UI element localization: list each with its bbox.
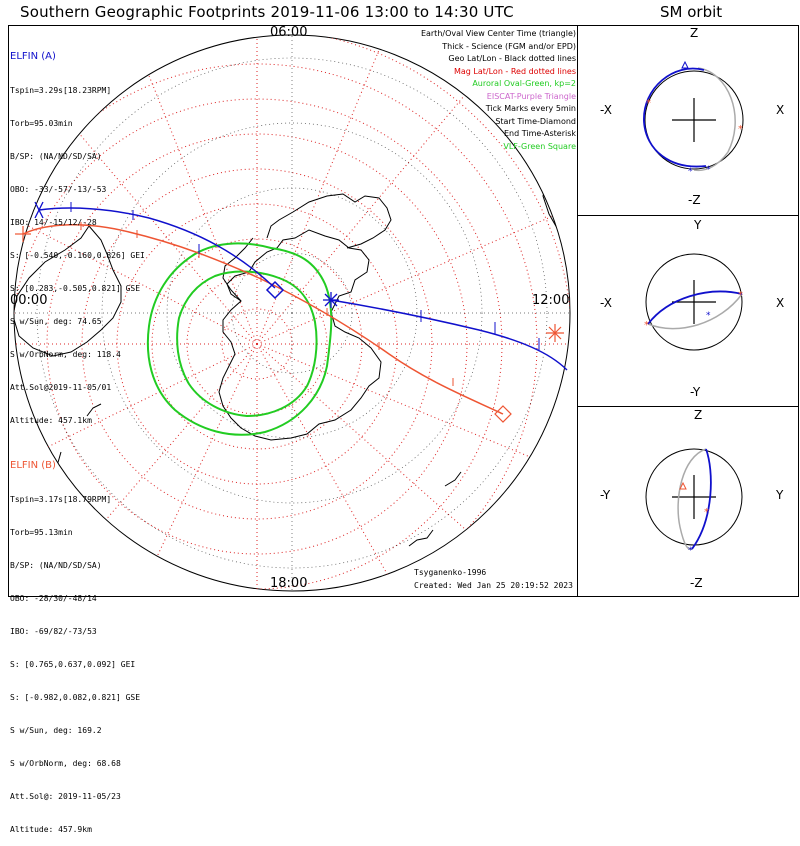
footer: Tsyganenko-1996 Created: Wed Jan 25 20:1… — [414, 566, 573, 592]
elfin-b-asterisk-right — [546, 324, 564, 342]
sm1-axis-bottom: -Z — [688, 193, 701, 207]
legend-item: EISCAT-Purple Triangle — [486, 91, 576, 101]
svg-text:*: * — [688, 546, 693, 556]
legend-item: End Time-Asterisk — [503, 129, 576, 138]
footprint-map — [13, 34, 571, 592]
elfin-b-line: S w/Sun, deg: 169.2 — [10, 726, 102, 735]
svg-text:*: * — [688, 167, 693, 177]
sm-panel-xy: * * * — [644, 253, 743, 351]
south-america-coastline — [266, 193, 392, 249]
antarctica-coastline — [218, 229, 382, 441]
sm2-axis-right: X — [776, 296, 785, 310]
svg-text:*: * — [646, 98, 651, 109]
sm-panel-yz-frame — [577, 406, 799, 597]
sm1-axis-top: Z — [690, 26, 699, 40]
sm-orbit-blue — [647, 290, 743, 325]
elfin-a-line: Att.Sol@2019-11-05/01 — [10, 383, 112, 392]
sm3-axis-top: Z — [694, 408, 703, 422]
elfin-a-end-asterisk — [34, 201, 44, 219]
sm2-axis-bottom: -Y — [690, 385, 701, 399]
earth-circle — [645, 253, 743, 351]
elfin-a-center-asterisk — [323, 292, 339, 308]
svg-text:*: * — [706, 311, 711, 321]
sm3-axis-right: Y — [776, 488, 784, 502]
legend-item: Geo Lat/Lon - Black dotted lines — [448, 54, 576, 63]
elfin-b-line: Torb=95.13min — [10, 528, 73, 537]
elfin-a-start-diamond — [265, 280, 285, 300]
pacific-islands — [86, 403, 462, 547]
sm-orbit-blue — [691, 448, 712, 550]
elfin-a-line: S: [-0.540,-0.160,0.826] GEI — [10, 251, 145, 260]
legend-item: Thick - Science (FGM and/or EPD) — [442, 41, 576, 51]
australia-coastline — [14, 225, 122, 357]
elfin-b-line: S: [-0.982,0.082,0.821] GSE — [10, 693, 141, 702]
elfin-b-start-diamond — [494, 405, 512, 423]
svg-text:*: * — [738, 290, 743, 301]
elfin-b-line: Altitude: 457.9km — [10, 825, 92, 834]
sm1-axis-right: X — [776, 103, 785, 117]
time-label-top: 06:00 — [270, 25, 308, 40]
elfin-b-line: S: [0.765,0.637,0.092] GEI — [10, 660, 136, 669]
legend-item: VLF-Green Square — [503, 141, 576, 151]
sm2-axis-top: Y — [694, 218, 702, 232]
sm-orbit-gray — [677, 448, 707, 551]
legend-item: Mag Lat/Lon - Red dotted lines — [453, 66, 576, 76]
sm-orbit-title: SM orbit — [660, 3, 723, 21]
elfin-a-line: S: [0.283,-0.505,0.821] GSE — [10, 284, 141, 293]
elfin-a-name: ELFIN (A) — [10, 51, 56, 62]
sm-orbit-gray — [647, 293, 743, 330]
elfin-a-ticks — [70, 202, 540, 350]
elfin-b-line: B/SP: (NA/ND/SD/SA) — [10, 561, 102, 570]
elfin-b-line: Tspin=3.17s[18.79RPM] — [10, 495, 112, 504]
sm-panel-xz: * * * * — [643, 60, 744, 177]
sm1-axis-left: -X — [600, 103, 612, 117]
elfin-a-line: Tspin=3.29s[18.23RPM] — [10, 86, 112, 95]
elfin-a-line: Altitude: 457.1km — [10, 416, 92, 425]
model-credit: Tsyganenko-1996 — [414, 568, 487, 577]
legend-item: Earth/Oval View Center Time (triangle) — [420, 29, 576, 38]
elfin-b-track — [22, 223, 504, 415]
legend-item: Tick Marks every 5min — [485, 104, 576, 113]
earth-circle — [644, 70, 744, 170]
time-label-left: 00:00 — [10, 293, 48, 308]
antarctic-peninsula — [222, 237, 254, 302]
elfin-a-line: OBO: -33/-57/-13/-53 — [10, 185, 107, 194]
sm3-axis-bottom: -Z — [690, 576, 703, 590]
elfin-b-name: ELFIN (B) — [10, 460, 56, 471]
elfin-b-line: IBO: -69/82/-73/53 — [10, 627, 97, 636]
legend: Earth/Oval View Center Time (triangle) T… — [421, 28, 576, 153]
elfin-a-line: S w/Sun, deg: 74.65 — [10, 317, 102, 326]
elfin-b-line: S w/OrbNorm, deg: 68.68 — [10, 759, 121, 768]
sm2-axis-left: -X — [600, 296, 612, 310]
legend-item: Auroral Oval-Green, kp=2 — [472, 79, 576, 88]
legend-item: Start Time-Diamond — [495, 116, 576, 126]
africa-coastline — [542, 161, 570, 237]
elfin-b-line: OBO: -28/30/-48/14 — [10, 594, 97, 603]
svg-text:*: * — [644, 320, 649, 331]
sm-panel-yz: * * — [645, 448, 743, 556]
auroral-oval-outer — [146, 242, 333, 436]
sm3-axis-left: -Y — [600, 488, 611, 502]
elfin-b-info: ELFIN (B) Tspin=3.17s[18.79RPM] Torb=95.… — [10, 438, 140, 846]
elfin-b-ticks — [80, 222, 454, 386]
time-label-bottom: 18:00 — [270, 576, 308, 591]
elfin-b-end-asterisk — [15, 226, 31, 242]
elfin-a-line: S w/OrbNorm, deg: 118.4 — [10, 350, 121, 359]
elfin-a-line: IBO: 14/-15/12/-28 — [10, 218, 97, 227]
elfin-a-info: ELFIN (A) Tspin=3.29s[18.23RPM] Torb=95.… — [10, 29, 145, 437]
elfin-a-track — [38, 207, 568, 371]
plot-title: Southern Geographic Footprints 2019-11-0… — [20, 3, 514, 21]
elfin-b-line: Att.Sol@: 2019-11-05/23 — [10, 792, 121, 801]
auroral-oval-inner — [176, 270, 318, 418]
svg-text:*: * — [738, 124, 743, 135]
elfin-a-line: B/SP: (NA/ND/SD/SA) — [10, 152, 102, 161]
svg-text:*: * — [704, 507, 709, 518]
created-timestamp: Created: Wed Jan 25 20:19:52 2023 — [414, 581, 573, 590]
sm-orbit-blue — [643, 67, 707, 168]
svg-text:*: * — [706, 165, 711, 175]
elfin-a-line: Torb=95.03min — [10, 119, 73, 128]
sm-orbit-gray — [693, 67, 736, 172]
time-label-right: 12:00 — [532, 293, 570, 308]
